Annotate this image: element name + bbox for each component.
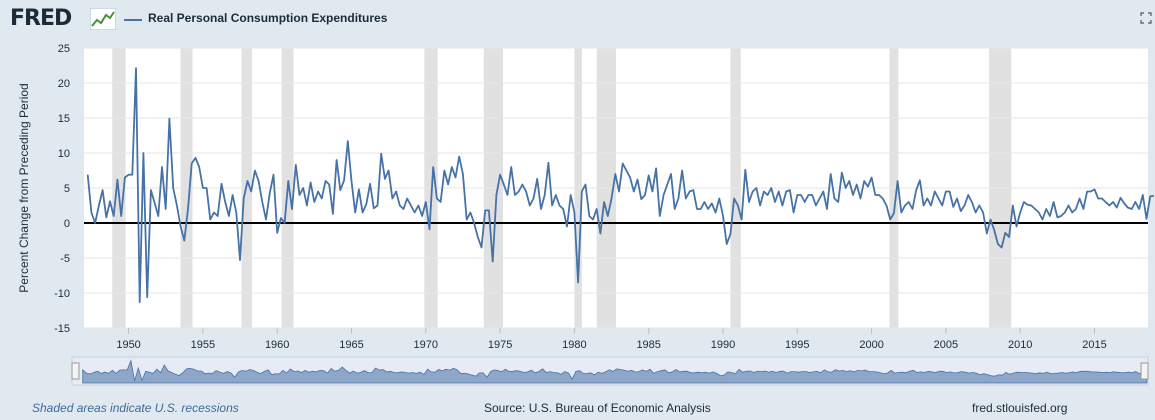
y-tick-label: 15	[58, 113, 70, 125]
x-tick-label: 2015	[1082, 339, 1106, 351]
x-tick-label: 1970	[414, 339, 438, 351]
legend-series-title[interactable]: Real Personal Consumption Expenditures	[148, 11, 388, 25]
y-tick-label: 20	[58, 78, 70, 90]
x-tick-label: 2005	[934, 339, 958, 351]
navigator-series-area	[82, 359, 1148, 384]
y-tick-label: 25	[58, 43, 70, 55]
chart-header: FRED Real Personal Consumption Expenditu…	[0, 0, 1155, 40]
x-tick-label: 1975	[488, 339, 512, 351]
x-tick-label: 2010	[1008, 339, 1032, 351]
legend-swatch	[124, 19, 142, 21]
fred-logo[interactable]: FRED	[10, 6, 72, 31]
x-tick-label: 1995	[785, 339, 809, 351]
navigator-left-handle[interactable]	[71, 362, 80, 380]
site-link[interactable]: fred.stlouisfed.org	[972, 401, 1068, 415]
y-tick-label: -10	[54, 288, 70, 300]
y-tick-label: 10	[58, 148, 70, 160]
fullscreen-icon[interactable]	[1140, 12, 1152, 24]
y-axis-label: Percent Change from Preceding Period	[17, 83, 31, 292]
fred-chart-icon	[90, 8, 116, 30]
navigator-right-handle[interactable]	[1140, 362, 1149, 380]
source-note: Source: U.S. Bureau of Economic Analysis	[484, 401, 711, 415]
x-tick-label: 1985	[636, 339, 660, 351]
x-tick-label: 2000	[859, 339, 883, 351]
recessions-note-link[interactable]: Shaded areas indicate U.S. recessions	[32, 401, 239, 415]
y-tick-label: -5	[60, 253, 70, 265]
x-tick-label: 1955	[191, 339, 215, 351]
x-tick-label: 1980	[562, 339, 586, 351]
y-tick-label: 5	[64, 183, 70, 195]
x-tick-label: 1960	[265, 339, 289, 351]
y-tick-label: 0	[64, 218, 70, 230]
x-tick-label: 1950	[116, 339, 140, 351]
y-tick-label: -15	[54, 323, 70, 335]
range-navigator[interactable]	[71, 356, 1149, 386]
x-tick-label: 1965	[339, 339, 363, 351]
x-tick-label: 1990	[711, 339, 735, 351]
series-line[interactable]	[86, 67, 1155, 303]
